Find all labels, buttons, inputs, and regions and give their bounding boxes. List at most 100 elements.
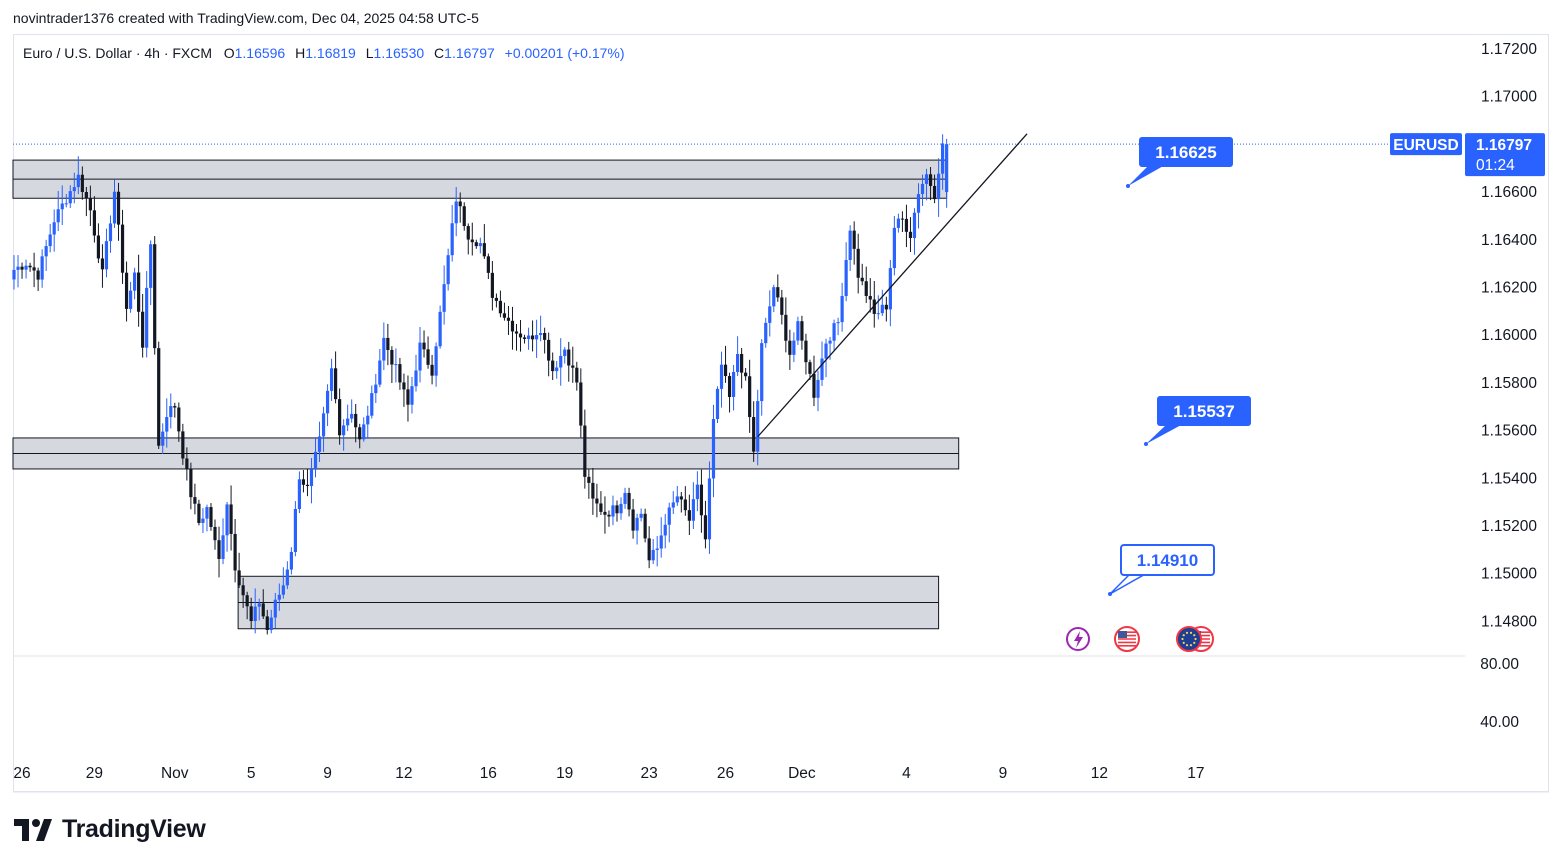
candle-body	[816, 379, 820, 398]
candle-230	[937, 158, 941, 217]
lightning-event-icon	[1066, 627, 1090, 651]
candle-4	[28, 262, 32, 272]
time-tick-label: 12	[395, 765, 412, 782]
candle-72	[301, 470, 306, 493]
candle-body	[334, 368, 338, 400]
candle-36	[157, 341, 161, 449]
candle-176	[719, 351, 724, 408]
candle-body	[478, 243, 482, 247]
candle-117	[482, 224, 486, 259]
candle-214	[872, 280, 876, 328]
candle-186	[760, 339, 764, 416]
candle-body	[643, 513, 647, 539]
tradingview-logo[interactable]: TradingView	[14, 815, 206, 844]
price-tick-label: 1.14800	[1481, 613, 1537, 630]
candle-148	[607, 510, 611, 527]
candle-52	[221, 518, 225, 565]
candle-body	[941, 143, 945, 174]
candle-body	[189, 468, 193, 498]
candle-body	[518, 333, 523, 338]
candle-11	[56, 190, 60, 232]
candle-62	[261, 589, 265, 619]
candle-body	[711, 419, 716, 479]
candle-body	[543, 332, 547, 340]
candle-body	[647, 538, 651, 561]
candle-165	[675, 485, 679, 506]
candle-155	[635, 513, 639, 545]
candle-body	[402, 382, 406, 390]
candle-body	[667, 507, 671, 525]
brand-name: TradingView	[62, 815, 206, 843]
candle-49	[209, 503, 213, 531]
candle-body	[740, 353, 744, 373]
candle-212	[864, 266, 868, 303]
candle-63	[265, 609, 269, 635]
candle-body	[257, 603, 261, 607]
candle-body	[181, 431, 185, 459]
candle-body	[671, 502, 675, 508]
candle-151	[619, 497, 623, 520]
candle-body	[615, 505, 619, 514]
candle-body	[141, 311, 145, 348]
candle-body	[229, 504, 233, 534]
candle-13	[64, 194, 68, 208]
candle-118	[486, 253, 490, 280]
candle-body	[173, 406, 177, 408]
candle-81	[338, 388, 342, 445]
candle-body	[305, 484, 310, 487]
candle-body	[185, 458, 189, 469]
candle-153	[627, 487, 631, 517]
candle-body	[96, 235, 101, 259]
candle-body	[611, 505, 615, 517]
candle-40	[173, 402, 177, 418]
candle-body	[876, 313, 880, 315]
candle-69	[289, 547, 293, 575]
candle-body	[824, 343, 828, 359]
candle-216	[880, 289, 884, 316]
candle-body	[760, 343, 764, 402]
candle-body	[932, 185, 937, 200]
candle-193	[788, 329, 792, 370]
candle-body	[462, 206, 466, 227]
candle-body	[321, 413, 326, 437]
candle-body	[736, 353, 740, 373]
candle-161	[659, 517, 663, 558]
candle-16	[76, 156, 80, 195]
candle-175	[715, 386, 720, 424]
candle-169	[691, 482, 695, 530]
candle-body	[370, 393, 374, 416]
candle-body	[928, 174, 933, 186]
candle-222	[904, 204, 909, 248]
us-flag-event-icon	[1114, 626, 1140, 652]
time-tick-label: 26	[13, 765, 30, 782]
candle-body	[522, 337, 527, 340]
candle-94	[390, 346, 394, 384]
candle-83	[346, 404, 350, 432]
candle-182	[744, 368, 748, 381]
candle-82	[342, 419, 346, 451]
candle-body	[884, 304, 888, 310]
candle-225	[916, 183, 921, 229]
candle-18	[84, 186, 88, 217]
candle-115	[474, 239, 478, 249]
candle-body	[772, 287, 776, 307]
candle-197	[804, 333, 808, 375]
candle-body	[567, 349, 571, 366]
candle-body	[812, 373, 816, 398]
candle-body	[832, 323, 836, 341]
candle-body	[225, 504, 229, 536]
candle-body	[116, 191, 121, 225]
callout-box	[1120, 544, 1215, 576]
trendline	[757, 133, 1028, 438]
candle-51	[217, 526, 221, 578]
candle-body	[860, 277, 864, 282]
candle-205	[836, 317, 840, 336]
candle-56	[237, 552, 241, 588]
candle-136	[559, 338, 563, 386]
candle-body	[792, 340, 796, 355]
time-tick-label: 29	[86, 765, 103, 782]
candle-body	[663, 524, 667, 536]
candle-31	[137, 254, 141, 327]
candle-body	[124, 272, 129, 309]
